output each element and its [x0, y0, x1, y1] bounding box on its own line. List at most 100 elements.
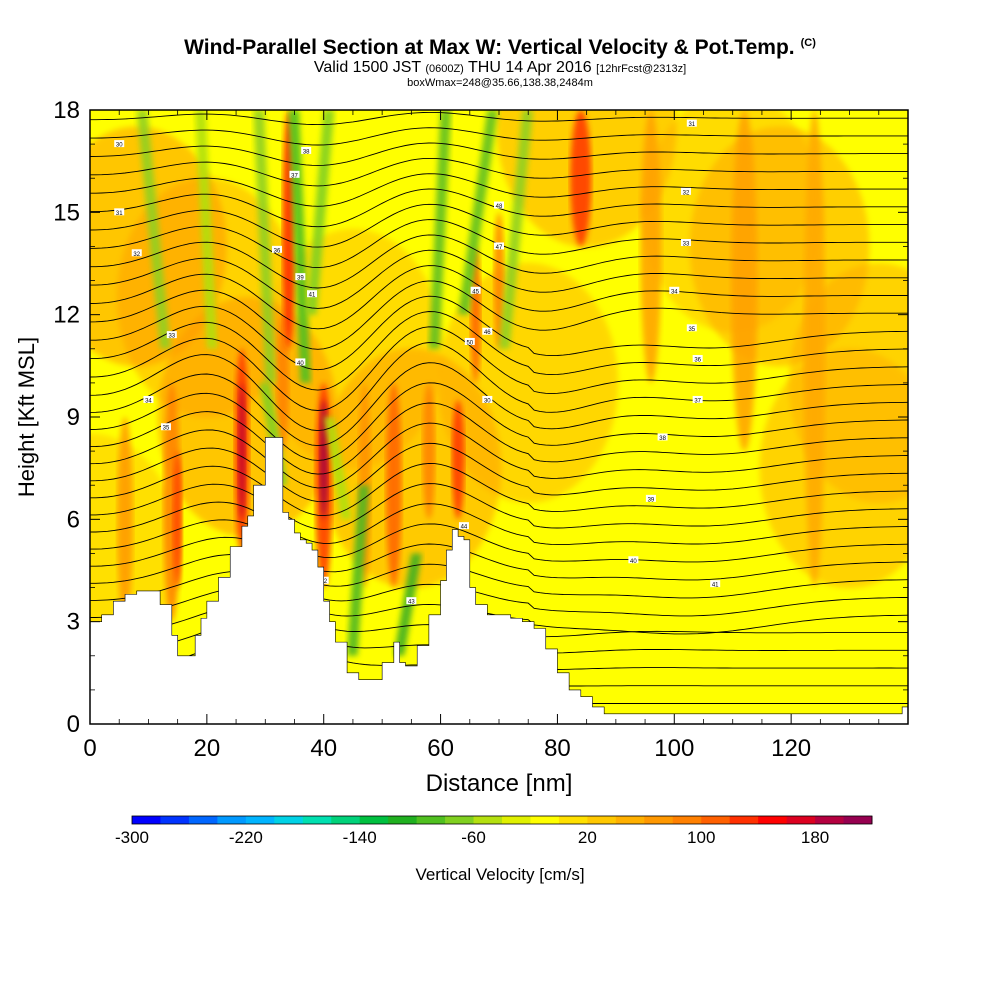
colorbar-swatch [302, 816, 332, 824]
theta-contour [90, 97, 908, 104]
contour-label-bg [307, 290, 318, 298]
downdraft-band [458, 110, 498, 315]
colorbar-swatch [445, 816, 475, 824]
colorbar-tick-label: 20 [578, 828, 597, 847]
theta-contour [90, 173, 908, 207]
theta-contour [90, 111, 908, 126]
theta-contour [90, 554, 908, 599]
downdraft-band [306, 110, 335, 315]
colorbar-swatch [274, 816, 304, 824]
contour-label-bg [295, 358, 306, 366]
theta-contour [90, 311, 908, 391]
theta-contour [90, 203, 908, 248]
contour-label: 31 [688, 122, 695, 128]
colorbar-swatch [587, 816, 617, 824]
x-tick-label: 20 [194, 735, 221, 762]
colorbar-tick-label: -220 [229, 828, 263, 847]
theta-contour [90, 362, 908, 447]
theta-contour [90, 570, 908, 617]
theta-contour [90, 280, 908, 350]
updraft-band [640, 110, 662, 383]
contour-label-bg [657, 433, 668, 441]
contour-label-bg [680, 239, 691, 247]
updraft-band [238, 382, 246, 520]
colorbar-swatch [758, 816, 788, 824]
contour-label: 48 [496, 204, 503, 210]
updraft-band [451, 399, 465, 520]
contour-label-bg [131, 249, 142, 257]
contour-label: 35 [163, 426, 170, 432]
theta-contour [90, 536, 908, 581]
contour-label: 34 [671, 289, 678, 295]
contour-label-bg [289, 170, 300, 178]
x-tick-label: 80 [544, 735, 571, 762]
chart-title: Wind-Parallel Section at Max W: Vertical… [184, 36, 816, 59]
contour-label-bg [464, 337, 475, 345]
contour-label: 50 [466, 340, 473, 346]
contour-label: 37 [694, 398, 701, 404]
colorbar: -300 -220 -140 -60 20 100 180 [115, 815, 873, 847]
contour-label: 34 [145, 398, 152, 404]
downdraft-band [347, 485, 370, 656]
contour-label-bg [494, 242, 504, 250]
colorbar-tick-label: 180 [801, 828, 829, 847]
colorbar-swatch [615, 816, 645, 824]
contour-label-bg [143, 395, 154, 403]
contour-label-bg [114, 208, 125, 216]
field-region [689, 126, 870, 367]
y-tick-label: 12 [53, 302, 80, 329]
updraft-band [172, 451, 183, 588]
theta-contour [90, 234, 908, 289]
colorbar-swatch [245, 816, 275, 824]
theta-contour [90, 142, 908, 166]
colorbar-frame [131, 815, 873, 825]
y-tick-label: 3 [67, 609, 80, 636]
contour-label-bg [686, 119, 697, 127]
contour-label-bg [645, 494, 656, 502]
downdraft-band [428, 110, 452, 349]
updraft-band [570, 110, 592, 247]
theta-contour [90, 462, 908, 517]
contour-label: 40 [297, 361, 304, 367]
colorbar-swatch [530, 816, 560, 824]
contour-label-bg [301, 146, 312, 154]
colorbar-swatch [701, 816, 731, 824]
colorbar-swatch [644, 816, 674, 824]
contour-label: 39 [648, 497, 655, 503]
colorbar-swatch [729, 816, 759, 824]
updraft-band [803, 110, 826, 588]
theta-contour [90, 249, 908, 309]
x-tick-label: 100 [654, 735, 694, 762]
theta-contour [90, 326, 908, 411]
colorbar-swatch [359, 816, 389, 824]
x-tick-label: 120 [771, 735, 811, 762]
downdraft-band [499, 110, 533, 349]
contour-label-bg [482, 395, 493, 403]
field-region [759, 348, 908, 589]
downdraft-band [253, 110, 276, 383]
contour-label-bg [680, 187, 691, 195]
y-tick-label: 6 [67, 506, 80, 533]
colorbar-label: Vertical Velocity [cm/s] [415, 865, 584, 884]
theta-contour [90, 157, 908, 187]
colorbar-swatch [188, 816, 218, 824]
contour-label: 37 [291, 173, 298, 179]
contour-label-bg [494, 201, 504, 209]
contour-label: 45 [472, 289, 479, 295]
contour-label-bg [166, 331, 177, 339]
theta-contour [90, 342, 908, 432]
updraft-band [422, 382, 436, 520]
contour-label: 41 [309, 293, 316, 299]
y-tick-label: 9 [67, 404, 80, 431]
colorbar-swatch [217, 816, 247, 824]
contour-label-bg [692, 395, 703, 403]
colorbar-tick-label: -60 [461, 828, 486, 847]
contour-label-bg [160, 423, 171, 431]
colorbar-swatch [416, 816, 446, 824]
colorbar-swatch [843, 816, 873, 824]
contour-label-bg [295, 273, 306, 281]
colorbar-swatch [558, 816, 588, 824]
colorbar-swatch [473, 816, 503, 824]
